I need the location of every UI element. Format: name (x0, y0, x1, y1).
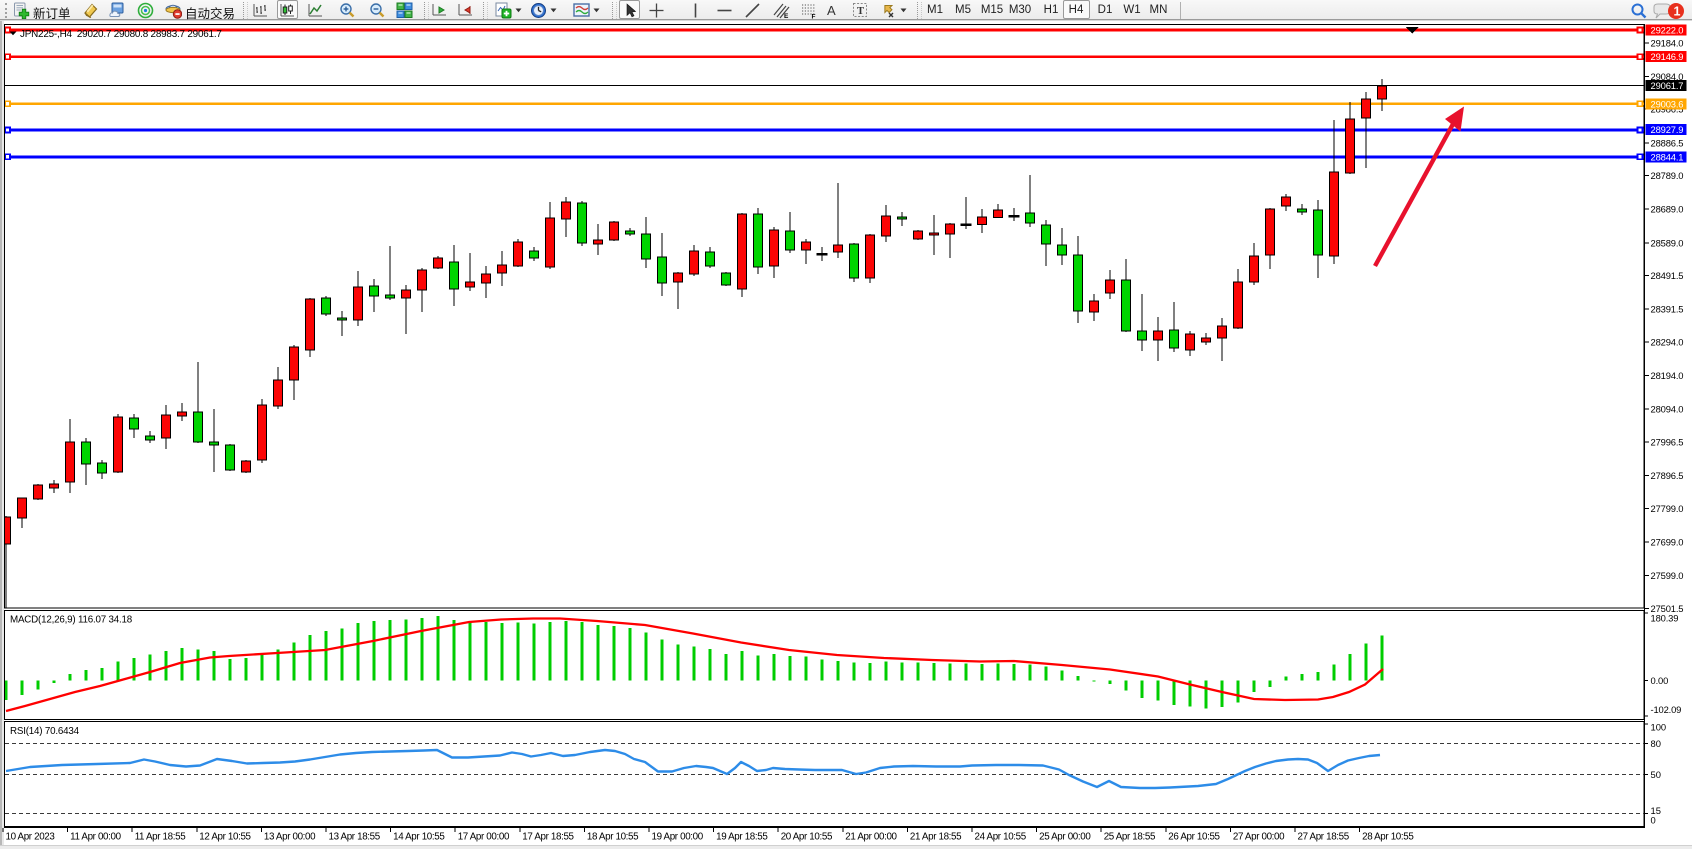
svg-text:27 Apr 18:55: 27 Apr 18:55 (1298, 832, 1350, 843)
svg-text:180.39: 180.39 (1651, 613, 1679, 624)
svg-text:11 Apr 00:00: 11 Apr 00:00 (70, 832, 122, 843)
svg-text:RSI(14) 70.6434: RSI(14) 70.6434 (10, 726, 80, 737)
svg-text:28927.9: 28927.9 (1651, 124, 1684, 135)
svg-text:T: T (857, 6, 864, 17)
svg-text:25 Apr 00:00: 25 Apr 00:00 (1039, 832, 1091, 843)
svg-text:28 Apr 10:55: 28 Apr 10:55 (1362, 832, 1414, 843)
svg-text:27799.0: 27799.0 (1651, 503, 1684, 514)
svg-text:0: 0 (1651, 815, 1656, 826)
svg-text:28491.5: 28491.5 (1651, 270, 1684, 281)
svg-text:11 Apr 18:55: 11 Apr 18:55 (135, 832, 187, 843)
svg-text:20 Apr 10:55: 20 Apr 10:55 (781, 832, 833, 843)
svg-text:MACD(12,26,9) 116.07 34.18: MACD(12,26,9) 116.07 34.18 (10, 615, 133, 626)
svg-text:28589.0: 28589.0 (1651, 237, 1684, 248)
svg-text:29003.6: 29003.6 (1651, 99, 1684, 110)
svg-text:JPN225-,H4 29020.7 29080.8 28: JPN225-,H4 29020.7 29080.8 28983.7 29061… (20, 29, 222, 40)
svg-text:28391.5: 28391.5 (1651, 304, 1684, 315)
svg-text:28844.1: 28844.1 (1651, 152, 1684, 163)
svg-text:25 Apr 18:55: 25 Apr 18:55 (1104, 832, 1156, 843)
svg-text:28789.0: 28789.0 (1651, 170, 1684, 181)
svg-text:50: 50 (1651, 769, 1661, 780)
svg-text:27 Apr 00:00: 27 Apr 00:00 (1233, 832, 1285, 843)
svg-text:80: 80 (1651, 738, 1661, 749)
svg-text:17 Apr 18:55: 17 Apr 18:55 (522, 832, 574, 843)
svg-text:27896.5: 27896.5 (1651, 470, 1684, 481)
svg-text:29146.9: 29146.9 (1651, 51, 1684, 62)
svg-text:29061.7: 29061.7 (1651, 80, 1684, 91)
svg-text:27699.0: 27699.0 (1651, 537, 1684, 548)
svg-text:1: 1 (1674, 5, 1681, 19)
svg-text:E: E (784, 13, 789, 19)
svg-text:24 Apr 10:55: 24 Apr 10:55 (975, 832, 1027, 843)
svg-text:27996.5: 27996.5 (1651, 437, 1684, 448)
svg-text:12 Apr 10:55: 12 Apr 10:55 (199, 832, 251, 843)
svg-text:10 Apr 2023: 10 Apr 2023 (6, 832, 56, 843)
svg-text:19 Apr 18:55: 19 Apr 18:55 (716, 832, 768, 843)
svg-text:19 Apr 00:00: 19 Apr 00:00 (652, 832, 704, 843)
svg-text:18 Apr 10:55: 18 Apr 10:55 (587, 832, 639, 843)
svg-text:29222.0: 29222.0 (1651, 25, 1684, 36)
svg-text:28094.0: 28094.0 (1651, 404, 1684, 415)
svg-text:27599.0: 27599.0 (1651, 570, 1684, 581)
svg-text:21 Apr 18:55: 21 Apr 18:55 (910, 832, 962, 843)
svg-text:29084.0: 29084.0 (1651, 71, 1684, 82)
svg-text:28194.0: 28194.0 (1651, 370, 1684, 381)
svg-text:14 Apr 10:55: 14 Apr 10:55 (393, 832, 445, 843)
svg-text:13 Apr 00:00: 13 Apr 00:00 (264, 832, 316, 843)
svg-text:F: F (812, 14, 816, 20)
svg-text:13 Apr 18:55: 13 Apr 18:55 (329, 832, 381, 843)
svg-text:28689.0: 28689.0 (1651, 204, 1684, 215)
svg-text:28294.0: 28294.0 (1651, 337, 1684, 348)
svg-text:15: 15 (1651, 805, 1661, 816)
svg-text:28886.5: 28886.5 (1651, 137, 1684, 148)
svg-text:17 Apr 00:00: 17 Apr 00:00 (458, 832, 510, 843)
svg-text:27501.5: 27501.5 (1651, 603, 1684, 614)
svg-text:29184.0: 29184.0 (1651, 37, 1684, 48)
svg-text:0.00: 0.00 (1651, 675, 1669, 686)
svg-text:100: 100 (1651, 722, 1667, 733)
svg-text:21 Apr 00:00: 21 Apr 00:00 (845, 832, 897, 843)
svg-text:26 Apr 10:55: 26 Apr 10:55 (1168, 832, 1220, 843)
svg-text:-102.09: -102.09 (1651, 704, 1682, 715)
